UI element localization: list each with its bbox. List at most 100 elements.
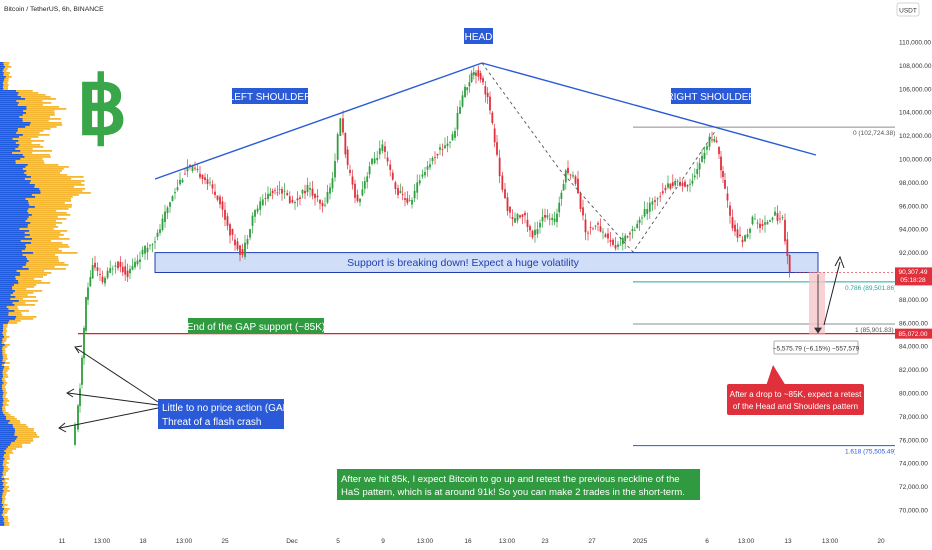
price-axis[interactable] bbox=[895, 0, 932, 530]
volume-profile-bar bbox=[0, 262, 27, 264]
time-tick-label: 18 bbox=[139, 538, 147, 545]
volume-profile-bar bbox=[0, 256, 59, 258]
volume-profile-bar bbox=[0, 206, 35, 208]
candle-body bbox=[254, 210, 256, 217]
time-tick-label: 13:00 bbox=[822, 538, 839, 545]
volume-profile-bar bbox=[0, 122, 31, 124]
volume-profile-bar bbox=[0, 310, 15, 312]
candle-body bbox=[216, 195, 219, 200]
volume-profile-bar bbox=[0, 238, 32, 240]
candle-body bbox=[726, 193, 729, 201]
volume-profile-bar bbox=[0, 280, 19, 282]
volume-profile-bar bbox=[0, 520, 4, 522]
volume-profile-bar bbox=[0, 234, 64, 236]
time-axis[interactable] bbox=[0, 530, 932, 550]
volume-profile-bar bbox=[0, 524, 10, 526]
symbol-header: Bitcoin / TetherUS, 6h, BINANCE bbox=[4, 6, 104, 13]
volume-profile-bar bbox=[0, 106, 60, 108]
volume-profile-bar bbox=[0, 334, 4, 336]
volume-profile-bar bbox=[0, 104, 18, 106]
volume-profile-bar bbox=[0, 322, 18, 324]
retest-arrowhead bbox=[834, 255, 845, 269]
volume-profile-bar bbox=[0, 462, 9, 464]
candle-body bbox=[711, 139, 713, 141]
candle-body bbox=[444, 145, 446, 149]
time-tick-label: 6 bbox=[705, 538, 709, 545]
candle-body bbox=[648, 202, 651, 212]
volume-profile-bar bbox=[0, 152, 33, 154]
candle-body bbox=[629, 232, 631, 235]
volume-profile-bar bbox=[0, 414, 5, 416]
volume-profile-bar bbox=[0, 188, 86, 190]
candle-body bbox=[484, 86, 487, 95]
volume-profile-bar bbox=[0, 204, 30, 206]
time-tick-label: 16 bbox=[464, 538, 472, 545]
volume-profile-bar bbox=[0, 116, 20, 118]
volume-profile-bar bbox=[0, 216, 29, 218]
svg-text:฿: ฿ bbox=[77, 62, 128, 151]
volume-profile-bar bbox=[0, 456, 4, 458]
time-tick-label: 5 bbox=[336, 538, 340, 545]
candle-body bbox=[441, 149, 444, 150]
volume-profile-bar bbox=[0, 418, 7, 420]
left-shoulder-label-box bbox=[232, 88, 308, 104]
time-tick-label: 20 bbox=[877, 538, 885, 545]
candle-body bbox=[206, 179, 209, 185]
candle-body bbox=[81, 357, 83, 385]
volume-profile-bar bbox=[0, 122, 62, 124]
volume-profile-bar bbox=[0, 190, 41, 192]
candle-body bbox=[269, 193, 272, 197]
candle-body bbox=[96, 267, 99, 271]
currency-button[interactable] bbox=[896, 2, 920, 17]
volume-profile-bar bbox=[0, 340, 7, 342]
volume-profile-bar bbox=[0, 210, 57, 212]
left-shoulder-line bbox=[154, 62, 483, 180]
fibonacci-levels: 0 (102,724.38) 0.786 (89,501.86) 1 (85,9… bbox=[633, 126, 896, 456]
candle-body bbox=[413, 190, 416, 199]
volume-profile-bar bbox=[0, 164, 28, 166]
price-tick-label: 106,000.00 bbox=[899, 86, 932, 93]
candle-body bbox=[706, 146, 708, 150]
volume-profile-bar bbox=[0, 368, 10, 370]
candle-body bbox=[548, 218, 551, 220]
volume-profile-bar bbox=[0, 436, 40, 438]
volume-profile-bar bbox=[0, 70, 3, 72]
candle-body bbox=[299, 197, 301, 199]
volume-profile-bar bbox=[0, 270, 45, 272]
time-tick-label: 11 bbox=[59, 538, 66, 545]
volume-profile-bar bbox=[0, 328, 7, 330]
volume-profile-bar bbox=[0, 306, 18, 308]
volume-profile-bar bbox=[0, 368, 4, 370]
candle-body bbox=[219, 196, 221, 205]
volume-profile-bar bbox=[0, 342, 2, 344]
candle-body bbox=[234, 239, 236, 246]
candle-body bbox=[159, 229, 161, 233]
candle-body bbox=[454, 131, 456, 138]
candle-body bbox=[294, 202, 296, 204]
volume-profile-bar bbox=[0, 90, 17, 92]
volume-profile-bar bbox=[0, 224, 28, 226]
volume-profile-bar bbox=[0, 236, 60, 238]
candle-body bbox=[736, 229, 739, 238]
candle-body bbox=[659, 196, 662, 198]
volume-profile-bar bbox=[0, 200, 72, 202]
volume-profile-bar bbox=[0, 372, 3, 374]
volume-profile-bar bbox=[0, 168, 64, 170]
candle-body bbox=[171, 196, 174, 201]
volume-profile-bar bbox=[0, 376, 9, 378]
volume-profile-bar bbox=[0, 252, 34, 254]
retest-arrow-line bbox=[823, 261, 841, 326]
candle-body bbox=[501, 175, 504, 190]
volume-profile-bar bbox=[0, 372, 7, 374]
candle-body bbox=[731, 217, 734, 229]
volume-profile-bar bbox=[0, 474, 6, 476]
volume-profile-bar bbox=[0, 304, 15, 306]
volume-profile-bar bbox=[0, 338, 3, 340]
candle-body bbox=[539, 222, 541, 228]
volume-profile-bar bbox=[0, 188, 40, 190]
candle-body bbox=[267, 193, 269, 199]
candle-body bbox=[686, 184, 689, 187]
candle-body bbox=[236, 241, 239, 250]
volume-profile-bar bbox=[0, 416, 7, 418]
